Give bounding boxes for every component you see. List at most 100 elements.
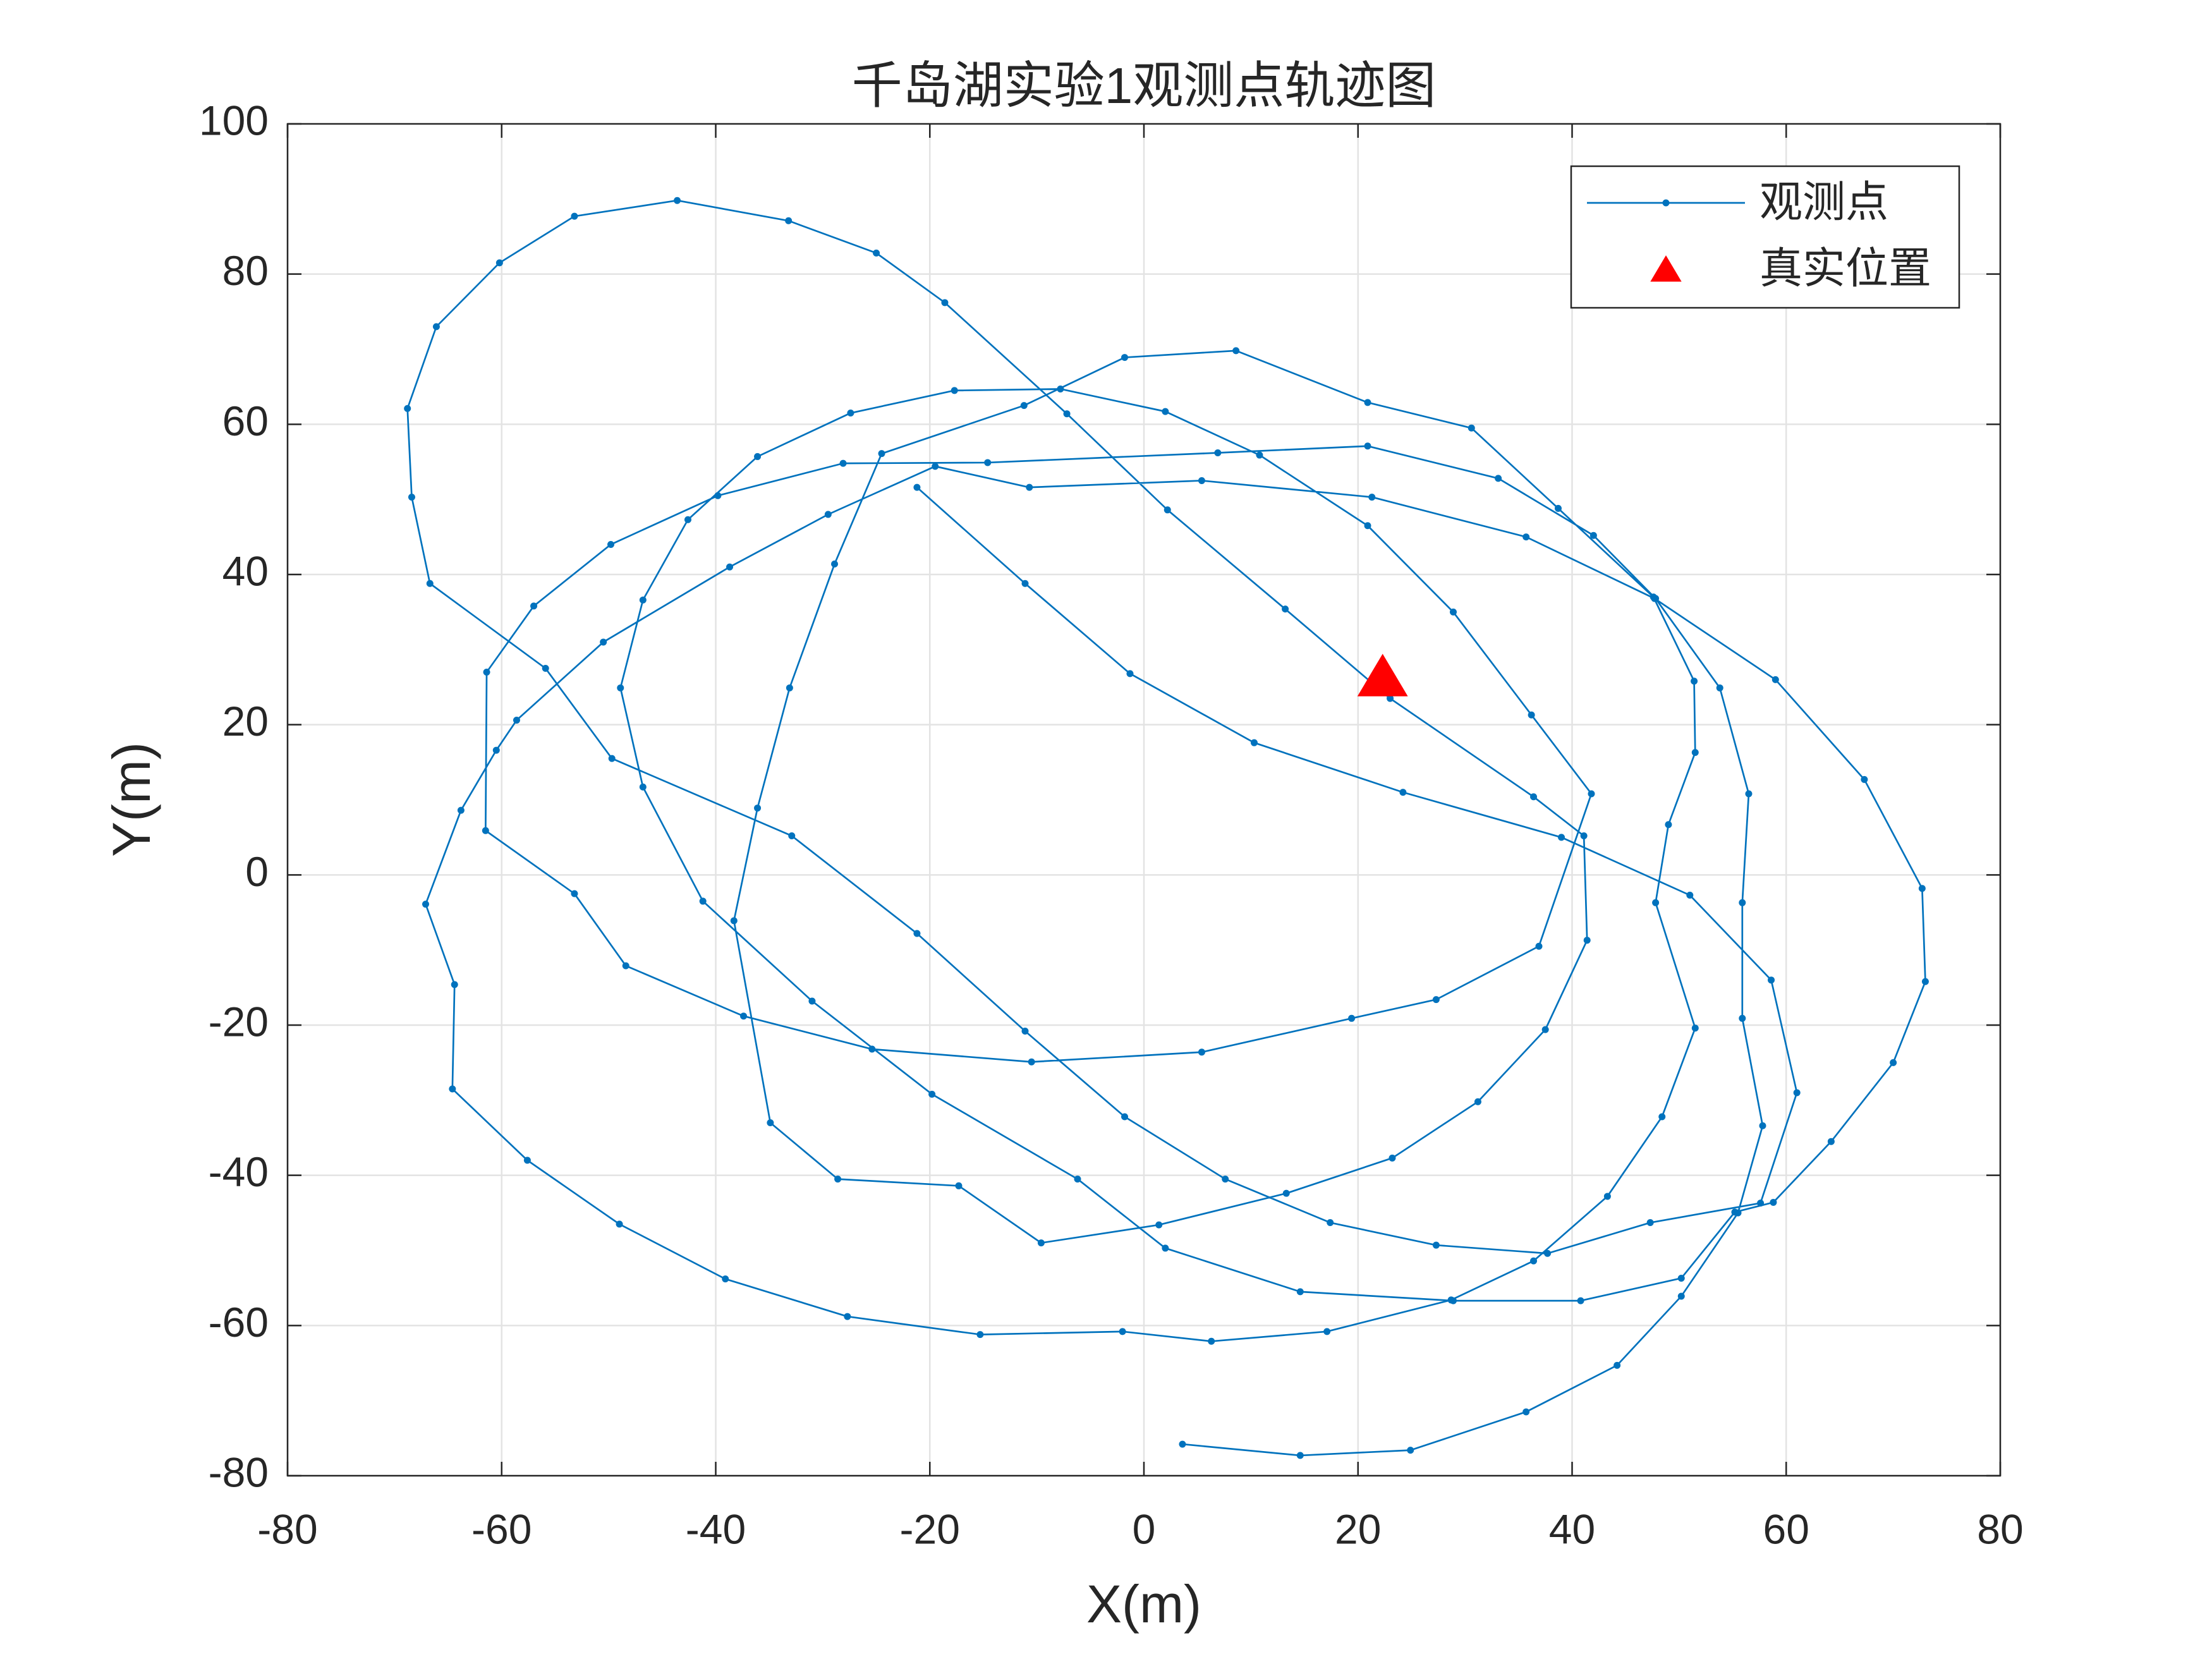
observation-point (1588, 790, 1595, 798)
observation-point (834, 1176, 842, 1183)
observation-point (1580, 832, 1588, 840)
observation-point (1198, 477, 1205, 484)
observation-point (1541, 1026, 1549, 1033)
observation-point (1768, 976, 1775, 984)
observation-point (1364, 399, 1371, 406)
observation-point (1368, 494, 1376, 501)
observation-point (1387, 695, 1394, 702)
observation-point (868, 1045, 876, 1053)
observation-point (1407, 1447, 1414, 1454)
observation-point (1793, 1089, 1801, 1097)
observation-point (1677, 1274, 1685, 1282)
observation-point (492, 746, 500, 754)
chart-title: 千岛湖实验1观测点轨迹图 (852, 58, 1437, 114)
observation-point (873, 249, 880, 257)
observation-point (754, 805, 762, 812)
observation-point (1757, 1200, 1765, 1207)
observation-point (1522, 533, 1530, 541)
observation-point (839, 459, 847, 467)
observation-point (941, 299, 949, 307)
observation-point (408, 494, 415, 501)
observation-point (542, 665, 549, 672)
observation-point (1734, 1209, 1742, 1217)
y-tick-label: -20 (209, 998, 269, 1045)
observation-point (1677, 1292, 1685, 1300)
observation-point (1348, 1014, 1356, 1022)
x-tick-label: -40 (686, 1505, 746, 1552)
x-tick-label: 0 (1133, 1505, 1156, 1552)
observation-point (976, 1331, 984, 1339)
x-tick-label: 20 (1335, 1505, 1381, 1552)
observation-point (1198, 1048, 1205, 1056)
observation-point (1530, 793, 1538, 801)
observation-point (1528, 711, 1535, 719)
observation-point (824, 511, 832, 518)
observation-point (1646, 1219, 1654, 1227)
x-tick-label: -80 (257, 1505, 317, 1552)
observation-point (571, 890, 578, 897)
observation-point (786, 684, 793, 691)
observation-point (754, 453, 762, 460)
true-position (1357, 653, 1408, 696)
y-tick-label: -40 (209, 1148, 269, 1195)
observation-point (1074, 1176, 1081, 1183)
observation-point (1432, 996, 1440, 1004)
x-tick-label: -20 (900, 1505, 960, 1552)
observation-point (1739, 1014, 1746, 1022)
observation-point (913, 483, 921, 491)
observation-point (1282, 605, 1289, 613)
legend-marker (1662, 199, 1670, 207)
observation-point (608, 755, 616, 762)
observation-point (928, 1090, 936, 1098)
observation-point (1918, 885, 1926, 892)
y-tick-label: 100 (199, 97, 269, 143)
observation-point (1686, 891, 1694, 899)
observation-point (404, 404, 411, 412)
observation-point (1021, 580, 1029, 587)
y-tick-label: 40 (222, 547, 269, 594)
observation-point (1603, 1193, 1611, 1200)
observation-point (1364, 522, 1371, 530)
observation-point (808, 997, 816, 1005)
observation-point (955, 1182, 963, 1189)
observation-point (722, 1275, 729, 1283)
x-tick-label: -60 (471, 1505, 532, 1552)
observation-point (1449, 608, 1457, 616)
observation-point (495, 259, 503, 267)
observation-point (457, 806, 465, 814)
observation-point (726, 563, 734, 571)
observation-point (1232, 347, 1240, 355)
observation-point (1021, 1028, 1029, 1035)
observation-point (1449, 1297, 1457, 1304)
observation-point (1921, 978, 1929, 985)
observation-point (571, 212, 578, 220)
observation-point (984, 459, 992, 466)
observation-point (1770, 1198, 1777, 1206)
x-tick-label: 40 (1549, 1505, 1595, 1552)
observation-point (1652, 595, 1660, 602)
observation-point (1745, 790, 1753, 798)
observation-point (785, 217, 793, 224)
observation-point (1121, 354, 1129, 362)
observation-point (1323, 1328, 1331, 1335)
observation-point (1658, 1113, 1666, 1121)
observation-point (617, 684, 624, 691)
observation-point (1121, 1113, 1129, 1121)
observation-point (1691, 1024, 1699, 1032)
observation-point (1063, 410, 1071, 418)
observation-point (1296, 1452, 1304, 1459)
y-axis-label: Y(m) (102, 742, 161, 857)
y-tick-label: 0 (245, 848, 269, 895)
observation-point (1495, 475, 1502, 482)
observation-point (1126, 670, 1134, 678)
observation-point (674, 197, 681, 204)
observation-point (1164, 506, 1171, 514)
observation-point (1861, 775, 1868, 783)
observation-point (1256, 451, 1263, 459)
observation-point (951, 387, 958, 394)
observation-point (1530, 1257, 1538, 1265)
observation-point (1020, 402, 1028, 410)
observation-point (1155, 1221, 1163, 1229)
observation-point (482, 827, 489, 834)
